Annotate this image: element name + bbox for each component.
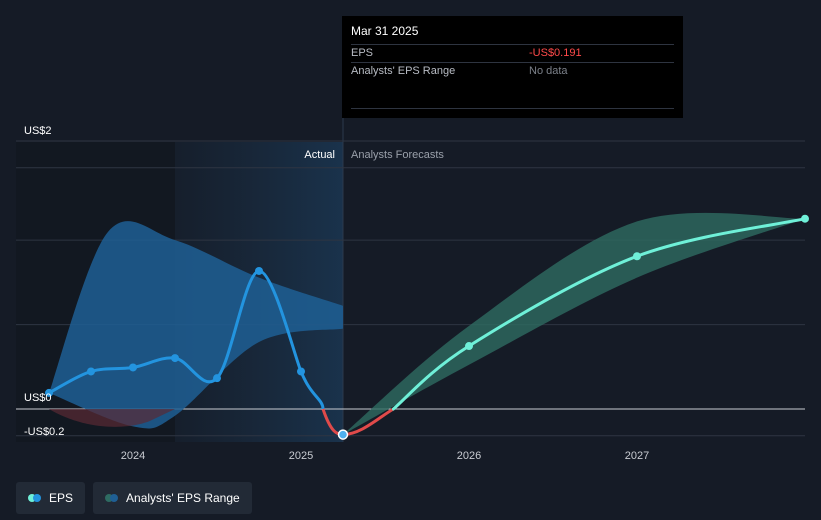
- actual-negative-band: [49, 409, 175, 427]
- x-axis-label-0: 2024: [121, 450, 145, 462]
- tooltip-range-row: Analysts' EPS Range No data: [351, 62, 674, 80]
- y-axis-label-2: -US$0.2: [24, 426, 64, 438]
- eps-point-2: [129, 363, 137, 372]
- tooltip-date: Mar 31 2025: [351, 24, 419, 38]
- tooltip-eps-label: EPS: [351, 47, 374, 59]
- legend-range-icon: [105, 494, 119, 502]
- tooltip-range-value: No data: [529, 65, 568, 77]
- eps-point-3: [171, 354, 179, 363]
- x-axis-label-2: 2026: [457, 450, 481, 462]
- forecast-range-band: [343, 212, 805, 435]
- tooltip-divider: [351, 108, 674, 109]
- legend-eps-icon: [28, 494, 41, 502]
- tooltip-eps-row: EPS -US$0.191: [351, 44, 674, 62]
- legend: EPS Analysts' EPS Range: [16, 482, 252, 514]
- forecast-point-2: [801, 214, 809, 223]
- region-label-forecast: Analysts Forecasts: [351, 149, 444, 161]
- eps-point-6: [297, 367, 305, 376]
- y-axis-label-0: US$2: [24, 125, 52, 137]
- eps-line-tail: [299, 370, 325, 410]
- forecast-point-0: [465, 342, 473, 351]
- legend-item-eps[interactable]: EPS: [16, 482, 86, 514]
- tooltip-eps-value: -US$0.191: [529, 47, 582, 59]
- eps-point-4: [213, 374, 221, 383]
- x-axis-label-3: 2027: [625, 450, 649, 462]
- eps-point-0: [45, 388, 53, 397]
- legend-eps-label: EPS: [49, 491, 74, 505]
- actual-range-band: [49, 221, 343, 429]
- legend-item-range[interactable]: Analysts' EPS Range: [93, 482, 252, 514]
- eps-point-1: [87, 367, 95, 376]
- region-label-actual: Actual: [304, 149, 335, 161]
- eps-current-point: [337, 429, 349, 440]
- forecast-point-1: [633, 252, 641, 261]
- tooltip-range-label: Analysts' EPS Range: [351, 65, 456, 77]
- x-axis-label-1: 2025: [289, 450, 313, 462]
- y-axis-label-1: US$0: [24, 392, 52, 404]
- tooltip: Mar 31 2025 EPS -US$0.191 Analysts' EPS …: [342, 16, 683, 118]
- eps-point-5: [255, 266, 263, 275]
- forecast-line: [391, 217, 807, 411]
- legend-range-label: Analysts' EPS Range: [126, 491, 240, 505]
